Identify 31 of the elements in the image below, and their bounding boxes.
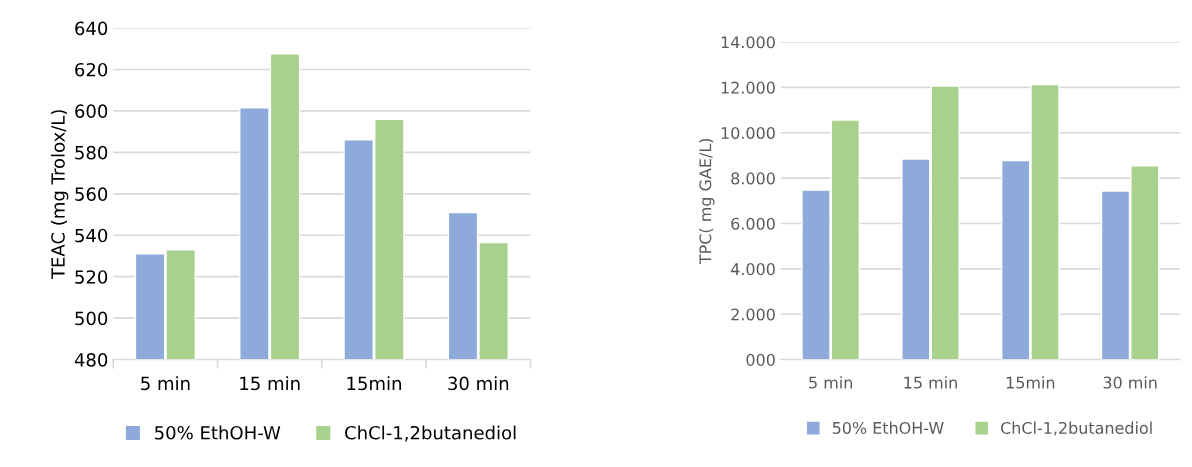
y-tick-label: 000 (746, 353, 775, 366)
y-tick-label: 540 (75, 228, 108, 243)
y-tick-label: 620 (75, 62, 108, 77)
y-tick-label: 12.000 (721, 81, 775, 94)
legend-label: 50% EthOH-W (832, 421, 944, 434)
x-tick-label: 15min (1006, 376, 1055, 389)
y-tick-label: 8.000 (731, 172, 775, 185)
x-tick-label: 15min (347, 376, 401, 391)
y-tick-label: 10.000 (721, 126, 775, 140)
x-tick-label: 15 min (240, 376, 300, 391)
legend-label: 50% EthOH-W (155, 425, 281, 440)
y-tick-label: 2.000 (731, 308, 775, 321)
x-tick-label: 15 min (904, 376, 957, 389)
y-tick-label: 600 (75, 104, 108, 119)
y-tick-label: 14.000 (721, 36, 775, 49)
y-tick-label: 500 (75, 311, 108, 326)
x-tick-label: 30 min (448, 376, 509, 391)
y-tick-label: 560 (75, 187, 108, 201)
x-tick-label: 5 min (809, 376, 852, 389)
y-tick-label: 4.000 (730, 263, 775, 276)
legend-label: ChCl-1,2butanediol (1000, 421, 1152, 436)
x-tick-label: 5 min (141, 376, 190, 391)
y-tick-label: 520 (75, 270, 108, 284)
y-tick-label: 6.000 (731, 217, 775, 230)
y-axis-title: TEAC (mg Trolox/L) (50, 110, 69, 280)
y-axis-title: TPC( mg GAE/L) (699, 138, 715, 265)
x-tick-label: 30 min (1103, 376, 1157, 389)
y-tick-label: 480 (74, 353, 108, 367)
y-tick-label: 580 (75, 145, 108, 160)
legend-label: ChCl-1,2butanediol (345, 425, 516, 442)
y-tick-label: 640 (75, 21, 108, 36)
